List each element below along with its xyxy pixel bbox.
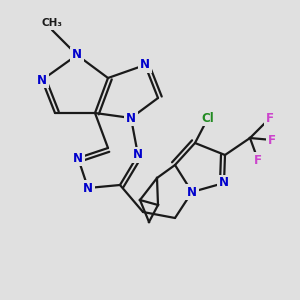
- Text: N: N: [83, 182, 93, 194]
- Text: N: N: [72, 49, 82, 62]
- Text: F: F: [268, 134, 276, 146]
- Text: N: N: [187, 185, 197, 199]
- Text: N: N: [219, 176, 229, 190]
- Text: N: N: [140, 58, 150, 71]
- Text: Cl: Cl: [202, 112, 214, 124]
- Text: F: F: [254, 154, 262, 166]
- Text: F: F: [266, 112, 274, 124]
- Text: N: N: [73, 152, 83, 164]
- Text: N: N: [133, 148, 143, 161]
- Text: N: N: [126, 112, 136, 124]
- Text: N: N: [37, 74, 47, 86]
- Text: CH₃: CH₃: [41, 18, 62, 28]
